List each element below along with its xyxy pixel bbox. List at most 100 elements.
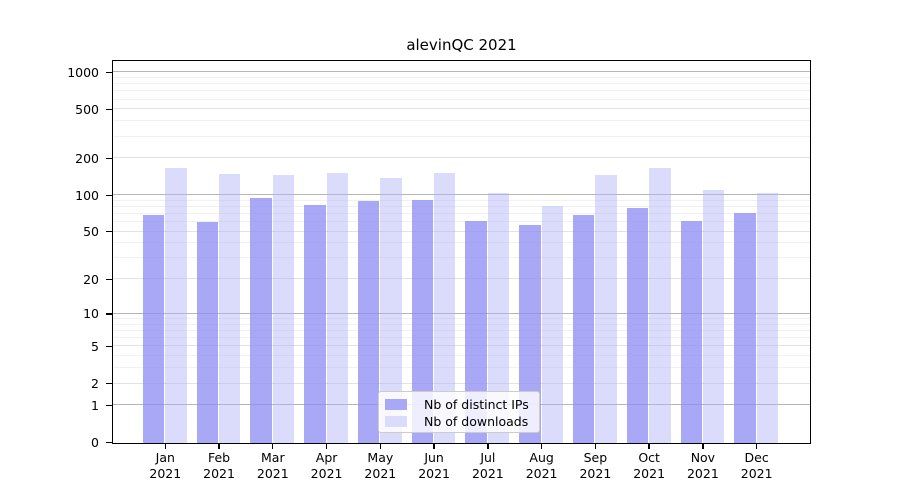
bar-distinct-ips-apr bbox=[304, 204, 326, 443]
minor-gridline bbox=[113, 213, 810, 215]
bar-distinct-ips-jun bbox=[411, 200, 434, 443]
x-tick-label: Sep 2021 bbox=[579, 450, 612, 481]
minor-gridline bbox=[113, 83, 810, 85]
minor-gridline bbox=[113, 120, 810, 122]
bar-downloads-jan bbox=[165, 168, 187, 443]
legend-label: Nb of downloads bbox=[424, 414, 529, 429]
gridline bbox=[113, 345, 810, 347]
x-tick-label: Jun 2021 bbox=[418, 450, 450, 481]
bar-downloads-mar bbox=[272, 175, 295, 443]
bar-distinct-ips-nov bbox=[680, 220, 702, 443]
minor-gridline bbox=[113, 135, 810, 137]
x-tick-mark bbox=[487, 444, 489, 449]
x-tick-label: Jan 2021 bbox=[149, 450, 182, 481]
gridline bbox=[113, 108, 810, 110]
x-tick-label: Nov 2021 bbox=[686, 450, 719, 481]
y-tick-label: 5 bbox=[91, 338, 99, 354]
minor-gridline bbox=[113, 257, 810, 259]
x-tick-label: Mar 2021 bbox=[256, 450, 289, 481]
y-tick-mark bbox=[106, 231, 112, 233]
y-tick-mark bbox=[106, 313, 112, 315]
y-tick-label: 20 bbox=[83, 271, 99, 287]
y-tick-label: 1000 bbox=[67, 64, 99, 80]
minor-gridline bbox=[113, 318, 810, 320]
bar-downloads-apr bbox=[326, 173, 348, 443]
y-tick-mark bbox=[106, 278, 112, 280]
x-tick-label: Aug 2021 bbox=[525, 450, 558, 481]
bar-distinct-ips-jul bbox=[465, 220, 487, 443]
major-gridline bbox=[113, 194, 810, 196]
minor-gridline bbox=[113, 242, 810, 244]
bars-layer bbox=[113, 61, 810, 443]
bar-downloads-feb bbox=[219, 173, 241, 443]
legend-swatch-distinct-ips bbox=[385, 399, 407, 410]
chart-title: alevinQC 2021 bbox=[406, 36, 517, 54]
legend-label: Nb of distinct IPs bbox=[424, 397, 529, 412]
bar-distinct-ips-jan bbox=[142, 214, 165, 443]
y-tick-label: 0 bbox=[91, 435, 99, 450]
bar-downloads-may bbox=[380, 177, 402, 443]
x-tick-mark bbox=[325, 444, 328, 449]
minor-gridline bbox=[113, 323, 810, 325]
x-tick-label: Dec 2021 bbox=[740, 450, 773, 481]
y-tick-mark bbox=[106, 404, 112, 406]
y-tick-mark bbox=[106, 108, 112, 110]
bar-distinct-ips-may bbox=[357, 201, 380, 443]
gridline bbox=[113, 230, 810, 232]
x-tick-mark bbox=[379, 444, 381, 449]
x-tick-label: Feb 2021 bbox=[203, 450, 235, 481]
y-tick-mark bbox=[106, 71, 112, 73]
bar-downloads-jul bbox=[487, 193, 510, 443]
minor-gridline bbox=[113, 337, 810, 339]
x-tick-label: Oct 2021 bbox=[633, 450, 666, 481]
bar-distinct-ips-oct bbox=[626, 207, 649, 443]
minor-gridline bbox=[113, 221, 810, 223]
bar-distinct-ips-feb bbox=[196, 221, 219, 443]
y-tick-label: 1 bbox=[91, 397, 99, 413]
bar-downloads-oct bbox=[649, 167, 671, 443]
bar-downloads-nov bbox=[702, 190, 725, 443]
gridline bbox=[113, 382, 810, 384]
y-tick-label: 10 bbox=[83, 306, 99, 322]
bar-downloads-dec bbox=[756, 193, 779, 443]
bar-downloads-aug bbox=[541, 205, 563, 443]
minor-gridline bbox=[113, 330, 810, 332]
minor-gridline bbox=[113, 76, 810, 78]
minor-gridline bbox=[113, 205, 810, 207]
bar-distinct-ips-sep bbox=[572, 214, 595, 443]
y-tick-mark bbox=[106, 345, 112, 348]
legend: Nb of distinct IPs Nb of downloads bbox=[378, 391, 540, 433]
gridline bbox=[113, 278, 810, 280]
gridline bbox=[113, 157, 810, 159]
y-tick-label: 2 bbox=[91, 376, 99, 392]
x-tick-label: Apr 2021 bbox=[310, 450, 343, 481]
y-tick-label: 200 bbox=[75, 150, 99, 166]
bar-downloads-sep bbox=[595, 174, 617, 443]
x-tick-mark bbox=[164, 444, 166, 449]
bar-downloads-jun bbox=[434, 173, 456, 443]
x-tick-mark bbox=[702, 444, 704, 449]
x-tick-mark bbox=[648, 444, 650, 449]
x-tick-mark bbox=[218, 444, 220, 449]
x-tick-mark bbox=[272, 444, 274, 449]
x-tick-mark bbox=[594, 444, 597, 449]
minor-gridline bbox=[113, 355, 810, 357]
bar-distinct-ips-dec bbox=[734, 213, 756, 443]
x-tick-mark bbox=[433, 444, 435, 449]
y-tick-label: 100 bbox=[75, 187, 99, 203]
minor-gridline bbox=[113, 90, 810, 92]
legend-swatch-downloads bbox=[385, 416, 407, 427]
x-tick-mark bbox=[756, 444, 758, 449]
minor-gridline bbox=[113, 98, 810, 100]
legend-item: Nb of distinct IPs bbox=[385, 396, 539, 413]
y-tick-mark bbox=[106, 441, 112, 444]
y-tick-mark bbox=[106, 194, 112, 196]
bar-distinct-ips-aug bbox=[519, 225, 541, 443]
plot-area: Nb of distinct IPs Nb of downloads bbox=[112, 60, 811, 444]
minor-gridline bbox=[113, 367, 810, 369]
major-gridline bbox=[113, 312, 810, 314]
y-tick-label: 50 bbox=[83, 224, 99, 240]
